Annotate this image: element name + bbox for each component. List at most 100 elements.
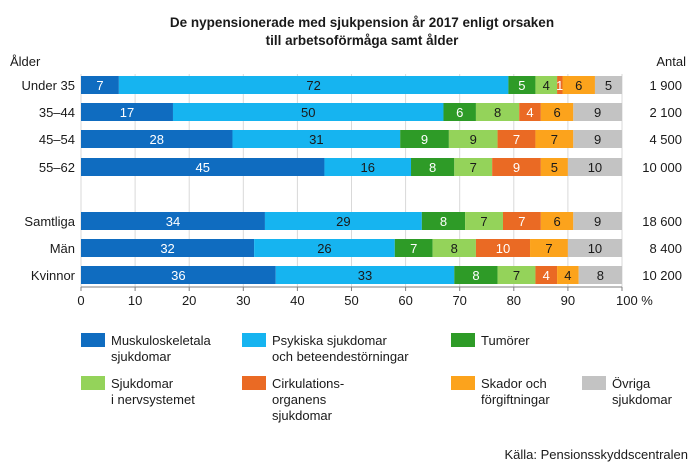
bar-segment <box>324 158 412 176</box>
data-label: 8 <box>440 214 447 229</box>
row-count: 18 600 <box>642 214 682 229</box>
data-label: 7 <box>410 241 417 256</box>
bar-segment <box>567 158 622 176</box>
legend-swatch <box>242 376 266 390</box>
data-label: 9 <box>470 132 477 147</box>
data-label: 8 <box>472 268 479 283</box>
data-label: 6 <box>456 105 463 120</box>
bar-segment <box>400 130 449 148</box>
bar-segment <box>530 239 568 257</box>
bar-segment <box>497 130 536 148</box>
tick-label: 0 <box>77 293 84 308</box>
row-count: 1 900 <box>649 78 682 93</box>
data-label: 8 <box>494 105 501 120</box>
bar-segment <box>535 266 558 284</box>
bar-segment <box>573 212 622 230</box>
data-label: 7 <box>480 214 487 229</box>
data-label: 8 <box>451 241 458 256</box>
legend-label: Sjukdomar <box>111 376 174 391</box>
bar-segment <box>254 239 395 257</box>
bar-segment <box>475 103 520 121</box>
bar-segment <box>465 212 503 230</box>
legend-label: och beteendestörningar <box>272 349 409 364</box>
row-header: Ålder <box>10 54 41 69</box>
data-label: 33 <box>358 268 372 283</box>
row-label: Samtliga <box>24 214 75 229</box>
bar-segment <box>448 130 498 148</box>
legend-label: förgiftningar <box>481 392 550 407</box>
data-label: 17 <box>120 105 134 120</box>
bar-segment <box>497 266 536 284</box>
data-label: 7 <box>518 214 525 229</box>
tick-label: 30 <box>236 293 250 308</box>
data-label: 9 <box>594 132 601 147</box>
legend-swatch <box>242 333 266 347</box>
data-label: 8 <box>597 268 604 283</box>
bar-segment <box>118 76 509 94</box>
tick-label: 10 <box>128 293 142 308</box>
chart-title-line-2: till arbetsoförmåga samt ålder <box>266 33 460 48</box>
legend-label: Skador och <box>481 376 547 391</box>
row-count: 8 400 <box>649 241 682 256</box>
data-label: 6 <box>553 105 560 120</box>
bar-segment <box>492 158 541 176</box>
row-label: 55–62 <box>39 160 75 175</box>
legend-label: Muskuloskeletala <box>111 333 211 348</box>
row-label: Kvinnor <box>31 268 76 283</box>
bar-segment <box>573 130 622 148</box>
legend-swatch <box>582 376 606 390</box>
chart-title-line-1: De nypensionerade med sjukpension år 201… <box>170 15 554 30</box>
data-label: 10 <box>588 241 602 256</box>
bar-segment <box>81 158 325 176</box>
data-label: 45 <box>195 160 209 175</box>
data-label: 50 <box>301 105 315 120</box>
bar-segment <box>81 239 255 257</box>
data-label: 72 <box>306 78 320 93</box>
legend-label: Tumörer <box>481 333 530 348</box>
data-label: 9 <box>594 214 601 229</box>
row-count: 4 500 <box>649 132 682 147</box>
count-header: Antal <box>656 54 686 69</box>
legend-label: Övriga <box>612 376 651 391</box>
bar-segment <box>540 158 568 176</box>
legend-swatch <box>451 376 475 390</box>
legend-label: sjukdomar <box>612 392 673 407</box>
bar-segment <box>421 212 466 230</box>
data-label: 4 <box>564 268 571 283</box>
data-label: 34 <box>166 214 180 229</box>
bar-segment <box>562 76 595 94</box>
legend-label: i nervsystemet <box>111 392 195 407</box>
data-label: 29 <box>336 214 350 229</box>
tick-label: 70 <box>452 293 466 308</box>
bar-segment <box>275 266 455 284</box>
data-label: 4 <box>526 105 533 120</box>
bar-segment <box>443 103 476 121</box>
row-label: Män <box>50 241 75 256</box>
bar-segment <box>557 76 563 94</box>
data-label: 36 <box>171 268 185 283</box>
bar-segment <box>454 158 493 176</box>
data-label: 6 <box>553 214 560 229</box>
data-label: 26 <box>317 241 331 256</box>
bar-segment <box>81 130 233 148</box>
data-label: 9 <box>594 105 601 120</box>
tick-label: 100 % <box>616 293 653 308</box>
data-label: 7 <box>545 241 552 256</box>
x-axis: 0 10 20 30 40 50 60 70 80 90 100 % <box>77 286 653 308</box>
source-note: Källa: Pensionsskyddscentralen <box>504 447 688 462</box>
data-label: 9 <box>421 132 428 147</box>
data-label: 28 <box>150 132 164 147</box>
bar-segment <box>411 158 455 176</box>
data-label: 10 <box>588 160 602 175</box>
bar-segment <box>432 239 476 257</box>
bar-segment <box>475 239 531 257</box>
row-label: Under 35 <box>22 78 75 93</box>
tick-label: 90 <box>561 293 575 308</box>
data-label: 5 <box>518 78 525 93</box>
data-label: 32 <box>160 241 174 256</box>
data-label: 6 <box>575 78 582 93</box>
tick-label: 80 <box>507 293 521 308</box>
data-label: 10 <box>496 241 510 256</box>
bar-segment <box>535 76 558 94</box>
